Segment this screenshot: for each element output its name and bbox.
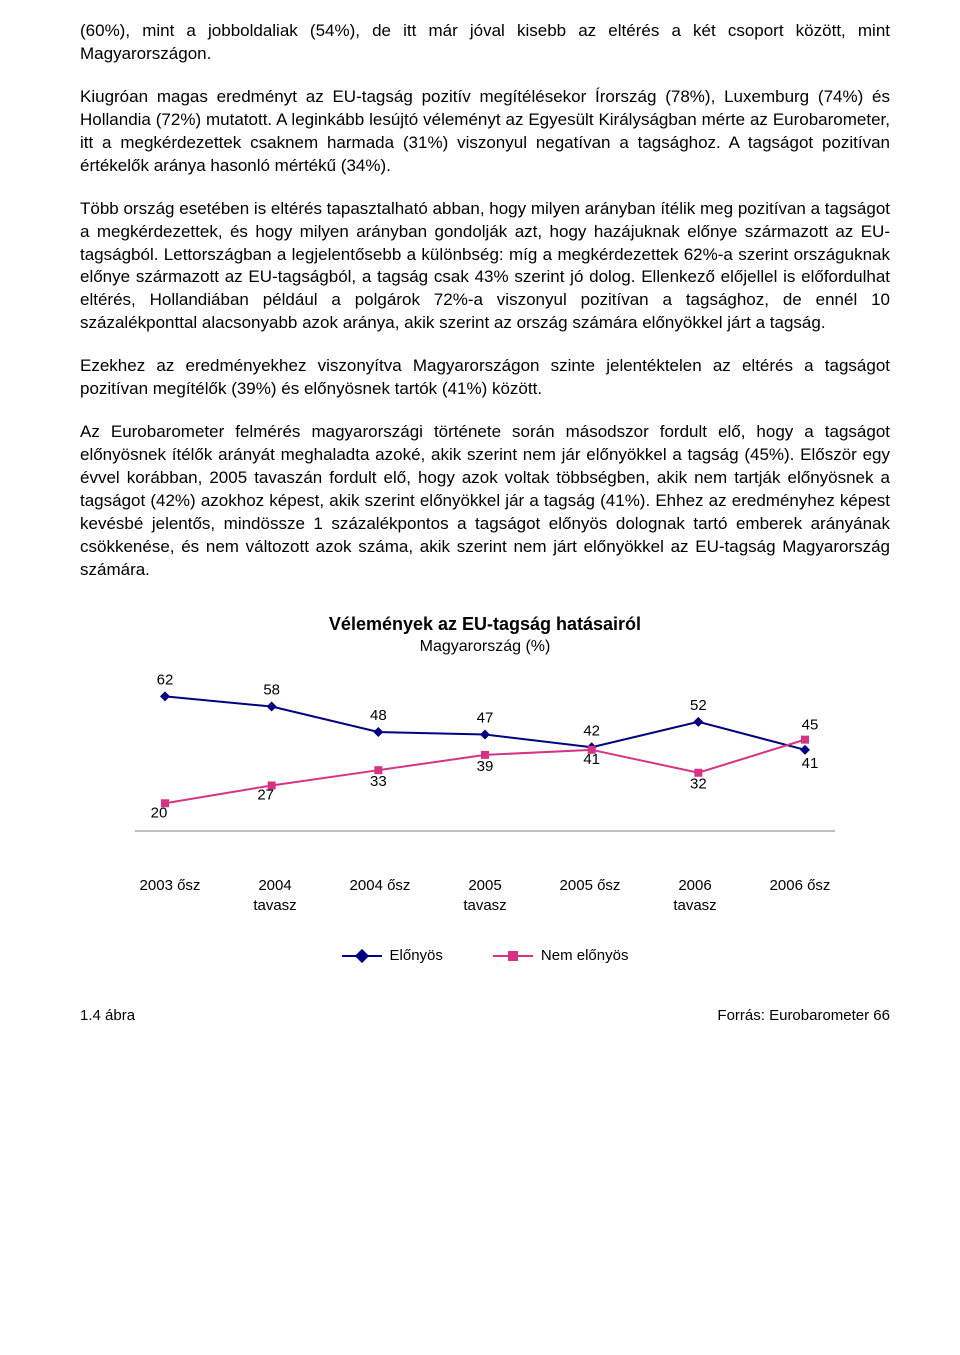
page-footer: 1.4 ábra Forrás: Eurobarometer 66 xyxy=(80,1006,890,1026)
svg-text:41: 41 xyxy=(802,754,819,771)
x-label-5: 2006tavasz xyxy=(650,876,740,917)
chart-svg: 62 58 48 47 42 52 41 20 27 33 39 41 32 45 xyxy=(125,666,845,846)
legend-label-nemelonyos: Nem előnyös xyxy=(541,946,629,966)
svg-text:62: 62 xyxy=(157,671,174,688)
svg-text:27: 27 xyxy=(257,786,274,803)
svg-text:48: 48 xyxy=(370,707,387,724)
svg-text:39: 39 xyxy=(477,757,494,774)
paragraph-5: Az Eurobarometer felmérés magyarországi … xyxy=(80,421,890,582)
svg-text:58: 58 xyxy=(263,681,280,698)
x-axis-labels: 2003 ősz 2004tavasz 2004 ősz 2005tavasz … xyxy=(125,876,845,917)
paragraph-4: Ezekhez az eredményekhez viszonyítva Mag… xyxy=(80,355,890,401)
x-label-3: 2005tavasz xyxy=(440,876,530,917)
legend-item-elonyos: Előnyös xyxy=(342,946,443,966)
svg-text:41: 41 xyxy=(583,750,600,767)
svg-text:45: 45 xyxy=(802,716,819,733)
x-label-4: 2005 ősz xyxy=(545,876,635,917)
x-label-1: 2004tavasz xyxy=(230,876,320,917)
paragraph-2: Kiugróan magas eredményt az EU-tagság po… xyxy=(80,86,890,178)
x-label-6: 2006 ősz xyxy=(755,876,845,917)
svg-text:42: 42 xyxy=(583,722,600,739)
chart-title: Vélemények az EU-tagság hatásairól xyxy=(80,612,890,636)
chart-subtitle: Magyarország (%) xyxy=(80,636,890,658)
paragraph-3: Több ország esetében is eltérés tapaszta… xyxy=(80,198,890,336)
legend-item-nemelonyos: Nem előnyös xyxy=(493,946,629,966)
legend-label-elonyos: Előnyös xyxy=(390,946,443,966)
svg-text:52: 52 xyxy=(690,696,707,713)
legend-marker-elonyos-icon xyxy=(342,955,382,957)
chart-legend: Előnyös Nem előnyös xyxy=(125,946,845,966)
svg-text:20: 20 xyxy=(151,804,168,821)
svg-text:32: 32 xyxy=(690,775,707,792)
chart-container: Vélemények az EU-tagság hatásairól Magya… xyxy=(80,612,890,967)
x-label-0: 2003 ősz xyxy=(125,876,215,917)
paragraph-1: (60%), mint a jobboldaliak (54%), de itt… xyxy=(80,20,890,66)
source-text: Forrás: Eurobarometer 66 xyxy=(717,1006,890,1026)
x-label-2: 2004 ősz xyxy=(335,876,425,917)
legend-marker-nemelonyos-icon xyxy=(493,955,533,957)
svg-text:47: 47 xyxy=(477,709,494,726)
svg-text:33: 33 xyxy=(370,773,387,790)
figure-number: 1.4 ábra xyxy=(80,1006,135,1026)
chart-plot: 62 58 48 47 42 52 41 20 27 33 39 41 32 45 2003 ősz 20… xyxy=(125,666,845,967)
